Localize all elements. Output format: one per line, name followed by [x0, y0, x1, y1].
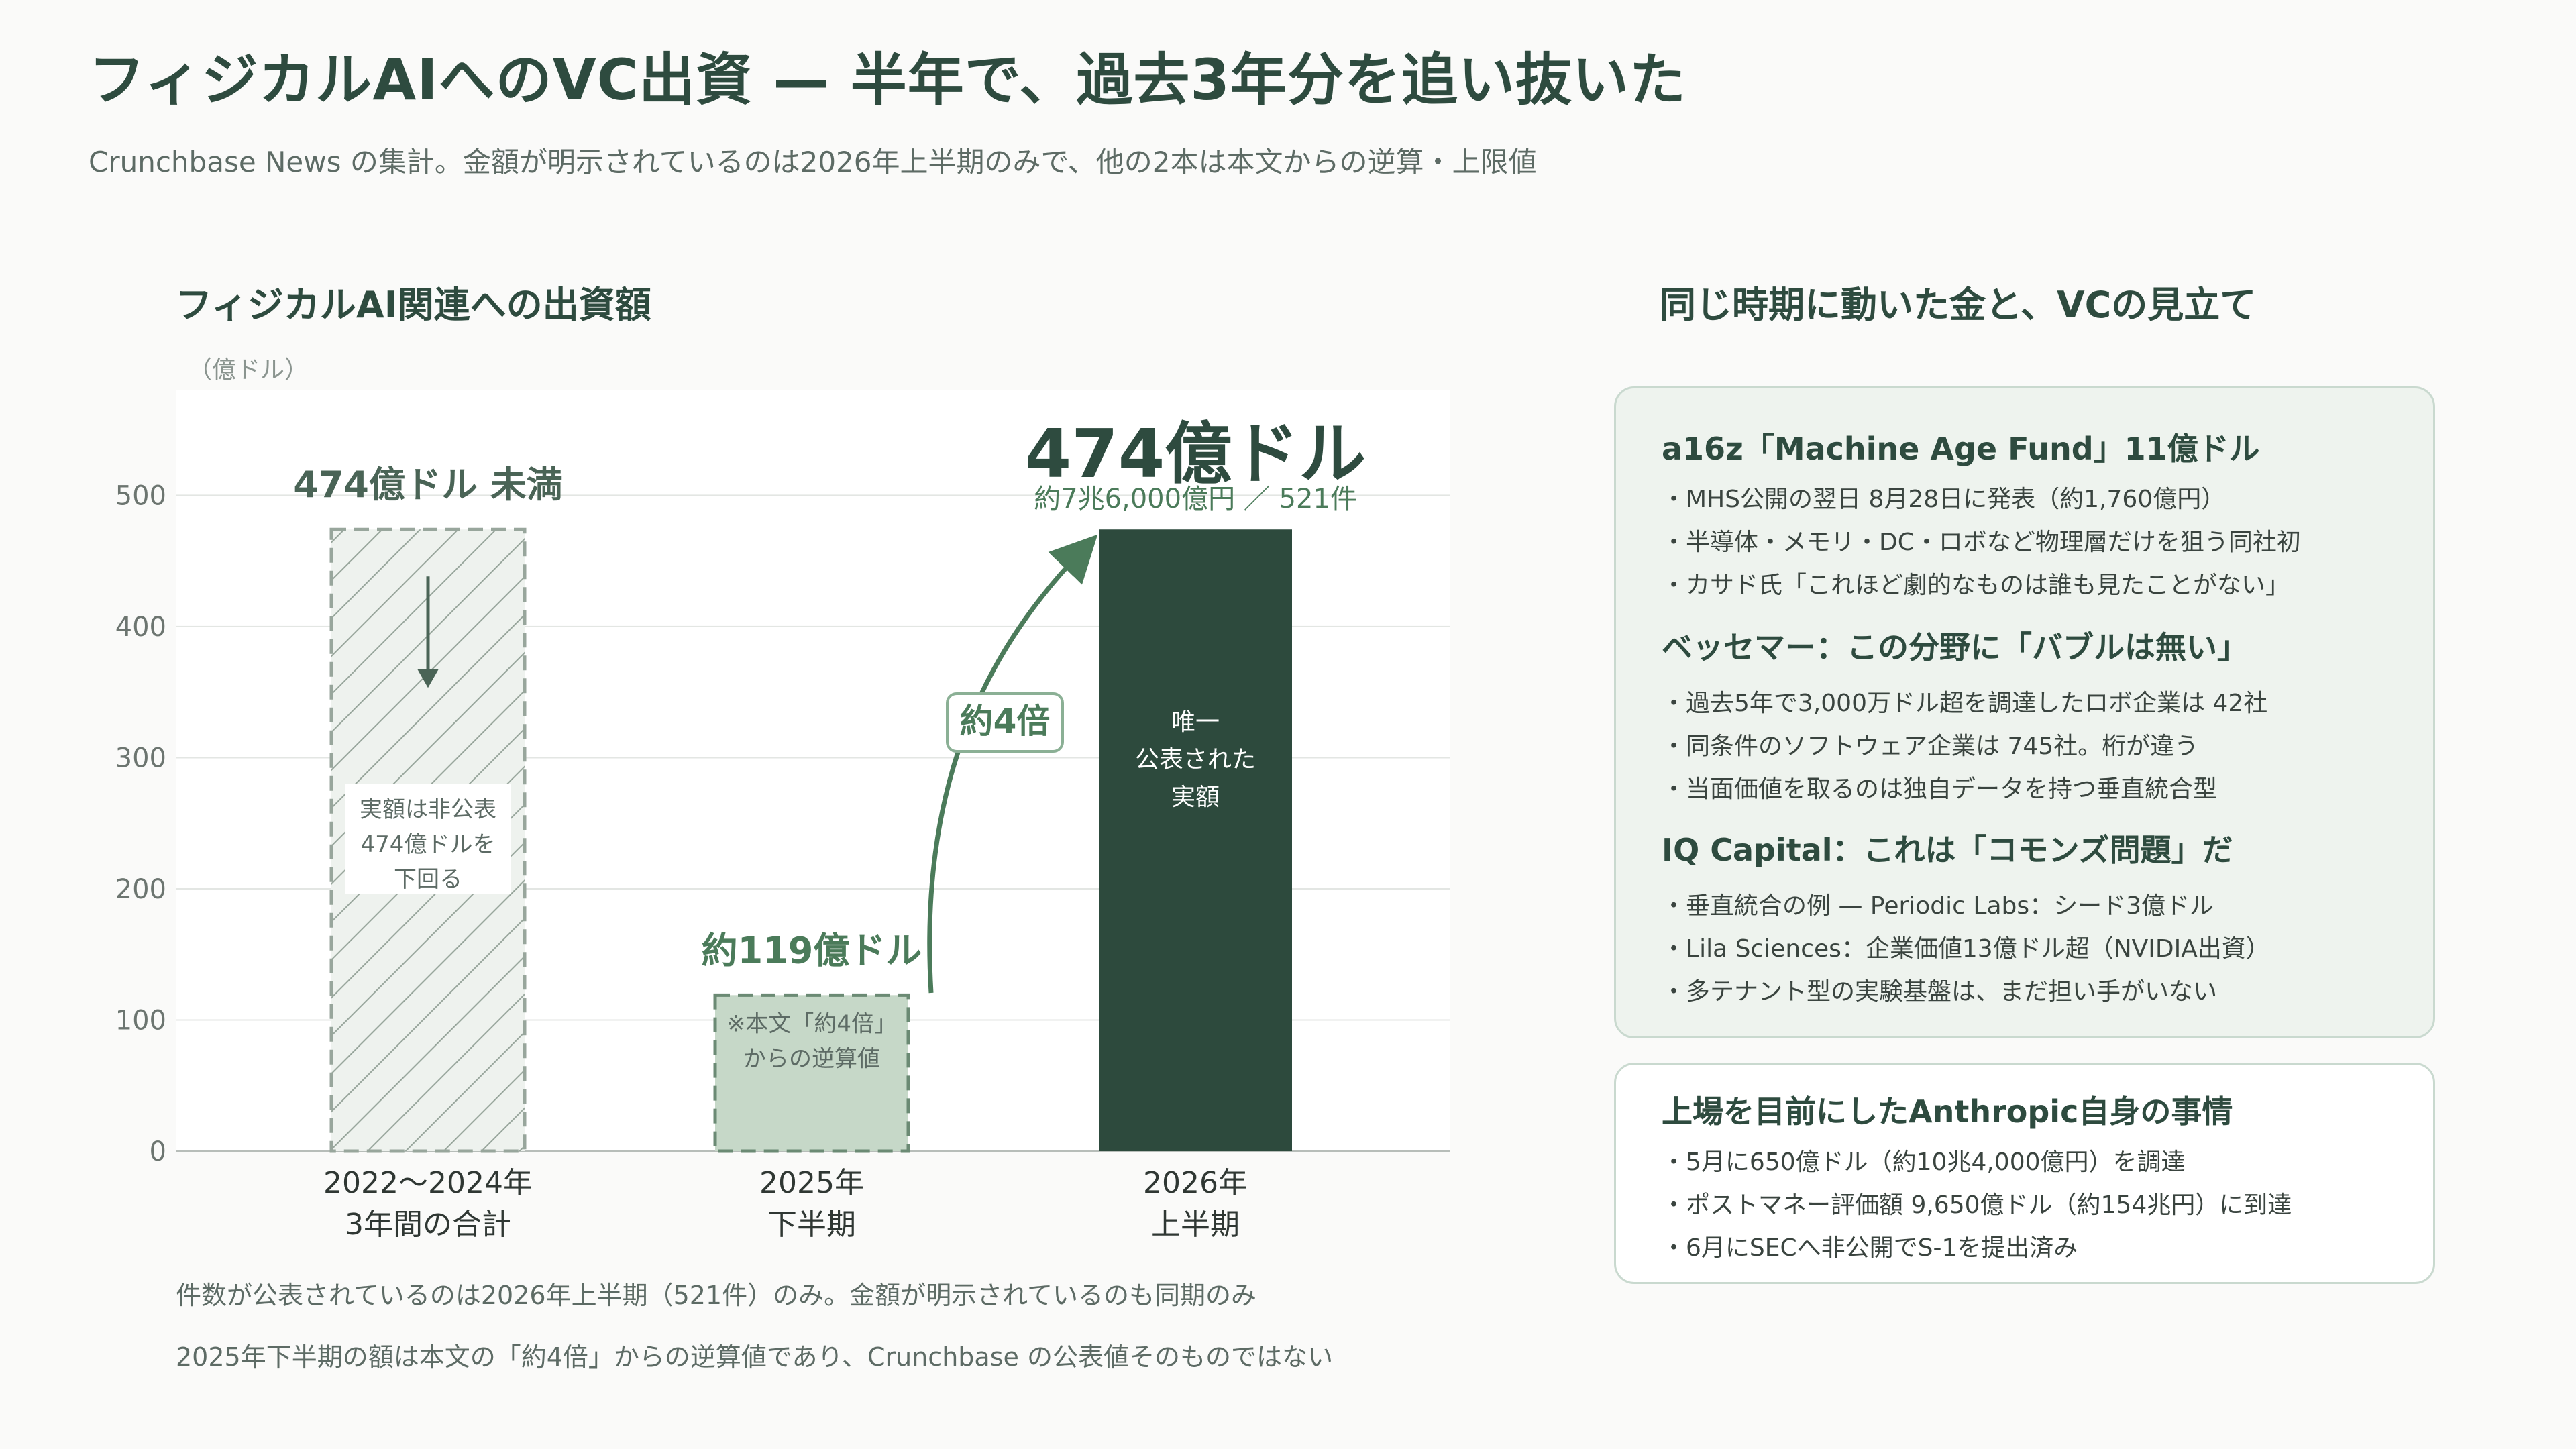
y-tick-label: 400 — [115, 612, 166, 643]
growth-badge — [946, 692, 1064, 753]
bar-value-2026-h1: 474億ドル — [1025, 415, 1366, 493]
list-item: 6月にSECへ非公開でS-1を提出済み — [1662, 1227, 2406, 1270]
list-item: 多テナント型の実験基盤は、まだ担い手がいない — [1662, 971, 2406, 1014]
bar-label-2022-2024: 474億ドル 未満 — [293, 464, 563, 506]
section-heading: ベッセマー：この分野に「バブルは無い」 — [1662, 629, 2248, 665]
list-item: ポストマネー評価額 9,650億ドル（約154兆円）に到達 — [1662, 1184, 2406, 1227]
down-arrow-head — [417, 669, 439, 688]
x-category-sublabel: 3年間の合計 — [345, 1208, 511, 1242]
footnote-1: 件数が公表されているのは2026年上半期（521件）のみ。金額が明示されているの… — [176, 1281, 1256, 1310]
y-tick-label: 300 — [115, 743, 166, 773]
bar-2025-h2 — [713, 993, 910, 1153]
bar-note-box — [345, 784, 511, 894]
a16z-section: a16z「Machine Age Fund」11億ドル MHS公開の翌日 8月2… — [1662, 425, 2406, 607]
list-item: 過去5年で3,000万ドル超を調達したロボ企業は 42社 — [1662, 682, 2406, 725]
y-tick-label: 500 — [115, 480, 166, 511]
page-subtitle: Crunchbase News の集計。金額が明示されているのは2026年上半期… — [89, 146, 1537, 178]
section-heading: 上場を目前にしたAnthropic自身の事情 — [1662, 1093, 2233, 1130]
y-tick-label: 0 — [150, 1136, 166, 1167]
anthropic-card: 上場を目前にしたAnthropic自身の事情 5月に650億ドル（約10兆4,0… — [1614, 1063, 2435, 1284]
x-category-label: 2022〜2024年 — [323, 1166, 533, 1200]
bar-note-line: 474億ドルを — [361, 831, 496, 858]
y-tick-label: 100 — [115, 1005, 166, 1036]
list-item: MHS公開の翌日 8月28日に発表（約1,760億円） — [1662, 478, 2406, 521]
x-category-sublabel: 下半期 — [767, 1208, 856, 1242]
bar-sublabel-2026-h1: 約7兆6,000億円 ／ 521件 — [1034, 484, 1357, 515]
growth-label: 約4倍 — [960, 702, 1051, 741]
bar-2026-h1 — [1099, 529, 1292, 1151]
anthropic-section: 上場を目前にしたAnthropic自身の事情 5月に650億ドル（約10兆4,0… — [1662, 1087, 2406, 1270]
chart-title: フィジカルAI関連への出資額 — [176, 284, 651, 326]
vc-views-card: a16z「Machine Age Fund」11億ドル MHS公開の翌日 8月2… — [1614, 386, 2435, 1038]
bar-note-line: からの逆算値 — [743, 1045, 880, 1072]
section-heading: IQ Capital：これは「コモンズ問題」だ — [1662, 832, 2233, 868]
list-item: カサド氏「これほど劇的なものは誰も見たことがない」 — [1662, 564, 2406, 607]
bar-inside-line: 唯一 — [1171, 708, 1220, 736]
x-category-sublabel: 上半期 — [1151, 1208, 1240, 1242]
list-item: 同条件のソフトウェア企業は 745社。桁が違う — [1662, 725, 2406, 768]
y-axis-unit-label: （億ドル） — [188, 356, 309, 384]
x-category-label: 2025年 — [759, 1166, 864, 1200]
bar-inside-line: 実額 — [1171, 784, 1220, 811]
x-category-label: 2026年 — [1143, 1166, 1248, 1200]
section-heading: a16z「Machine Age Fund」11億ドル — [1662, 431, 2260, 467]
footnote-2: 2025年下半期の額は本文の「約4倍」からの逆算値であり、Crunchbase … — [176, 1342, 1333, 1372]
bar-note-line: 下回る — [394, 866, 462, 893]
bar-inside-line: 公表された — [1135, 746, 1256, 773]
list-item: 当面価値を取るのは独自データを持つ垂直統合型 — [1662, 768, 2406, 811]
bar-note-line: ※本文「約4倍」 — [727, 1010, 897, 1037]
bar-label-2025-h2: 約119億ドル — [702, 929, 922, 971]
list-item: 垂直統合の例 — Periodic Labs：シード3億ドル — [1662, 885, 2406, 928]
bar-note-line: 実額は非公表 — [360, 796, 496, 823]
list-item: 5月に650億ドル（約10兆4,000億円）を調達 — [1662, 1141, 2406, 1184]
list-item: 半導体・メモリ・DC・ロボなど物理層だけを狙う同社初 — [1662, 521, 2406, 564]
right-panel-title: 同じ時期に動いた金と、VCの見立て — [1660, 284, 2257, 326]
bessemer-section: ベッセマー：この分野に「バブルは無い」 過去5年で3,000万ドル超を調達したロ… — [1662, 623, 2406, 811]
y-tick-label: 200 — [115, 874, 166, 905]
page-title: フィジカルAIへのVC出資 — 半年で、過去3年分を追い抜いた — [89, 47, 1686, 113]
list-item: Lila Sciences：企業価値13億ドル超（NVIDIA出資） — [1662, 928, 2406, 971]
iq-capital-section: IQ Capital：これは「コモンズ問題」だ 垂直統合の例 — Periodi… — [1662, 826, 2406, 1014]
